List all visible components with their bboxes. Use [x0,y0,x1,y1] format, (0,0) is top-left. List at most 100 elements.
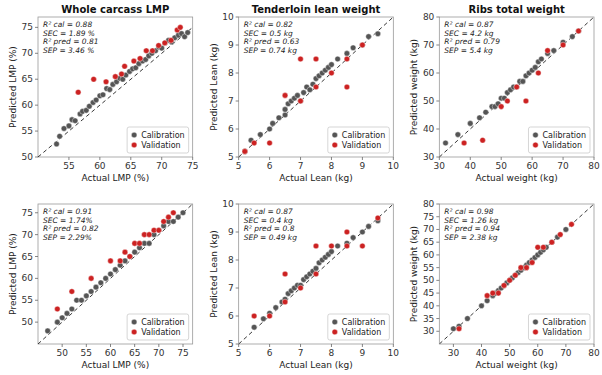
stats-background [242,20,302,56]
point [251,313,257,319]
x-tick-label: 75 [187,161,198,171]
point [536,70,542,76]
y-tick-label: 65 [423,237,434,247]
point [258,132,264,138]
x-tick-label: 60 [94,161,106,171]
x-tick-label: 75 [177,348,188,358]
x-tick [439,157,440,160]
y-tick-label: 8 [228,255,234,265]
x-tick [563,157,564,160]
point [541,244,547,250]
x-tick-label: 7 [298,161,304,171]
y-tick [35,212,38,213]
reference-line [38,204,193,344]
legend: CalibrationValidation [328,127,390,153]
point [251,324,257,330]
point [177,25,183,31]
point [443,140,449,146]
y-tick [436,267,439,268]
y-tick-label: 35 [423,314,434,324]
stats-background [242,207,299,243]
y-tick-label: 70 [22,230,34,240]
point [344,229,350,235]
point [344,56,350,62]
x-tick-label: 65 [129,348,140,358]
y-tick [236,129,239,130]
x-tick-label: 10 [388,348,400,358]
x-tick-label: 9 [360,161,366,171]
legend-frame [127,127,189,153]
point [162,40,168,46]
x-tick [130,157,131,160]
y-tick-label: 5 [228,339,234,349]
point [100,92,106,98]
x-tick [300,344,301,347]
plot-area [239,17,394,157]
legend-label: Validation [542,328,582,337]
x-tick [470,157,471,160]
point [98,280,104,286]
y-tick-label: 80 [423,12,435,22]
point [69,289,75,295]
point [113,74,119,80]
y-tick-label: 60 [22,100,34,110]
y-tick-label: 45 [423,288,434,298]
point [267,126,273,132]
x-tick-label: 55 [81,348,92,358]
point [298,56,304,62]
point [61,126,67,132]
y-tick-label: 9 [228,40,234,50]
x-axis-label: Actual LMP (%) [81,360,149,370]
point [69,306,75,312]
stats-text: SEP = 0.49 kg [244,233,298,242]
x-tick [183,344,184,347]
x-tick-label: 80 [588,348,600,358]
y-tick-label: 50 [423,96,435,106]
x-axis-label: Actual Lean (kg) [279,173,352,183]
plot-frame [439,17,594,157]
x-tick [161,157,162,160]
point [273,305,279,311]
y-tick [35,79,38,80]
reference-line [439,17,594,157]
y-axis-label: Predicted LMP (%) [8,233,18,315]
point [551,48,557,54]
point [108,271,114,277]
point [360,42,366,48]
point [127,254,133,260]
stats-box: R² cal = 0.87SEC = 4.2 kgR² pred = 0.79S… [442,20,502,56]
y-tick [436,216,439,217]
y-tick-label: 70 [423,40,435,50]
x-tick [565,344,566,347]
x-tick-label: 80 [588,161,600,171]
y-tick-label: 80 [423,199,435,209]
x-tick-label: 60 [526,161,538,171]
point [57,133,63,139]
plot-frame [239,204,394,344]
point [523,98,529,104]
x-tick-label: 70 [557,161,569,171]
x-axis-label: Actual weight (kg) [476,173,558,183]
x-tick-label: 65 [125,161,136,171]
panel: 304050607080304050607080Actual weight (k… [409,4,600,183]
point [143,48,149,54]
point [282,107,288,113]
legend-label: Validation [342,141,382,150]
legend-item: Calibration [131,318,184,327]
point [477,115,483,121]
panel: 3040506070803035404550556065707580Actual… [409,199,600,370]
point [282,271,288,277]
point [282,112,288,118]
point [313,271,319,277]
x-axis-label: Actual Lean (kg) [279,360,352,370]
y-tick [236,157,239,158]
x-tick-label: 50 [495,161,507,171]
y-tick-label: 30 [423,152,435,162]
x-tick-label: 50 [56,348,68,358]
point [107,87,113,93]
point [117,258,123,264]
point [298,98,304,104]
y-axis-label: Predicted Lean (kg) [209,43,219,131]
point [119,71,125,77]
point [75,89,81,95]
